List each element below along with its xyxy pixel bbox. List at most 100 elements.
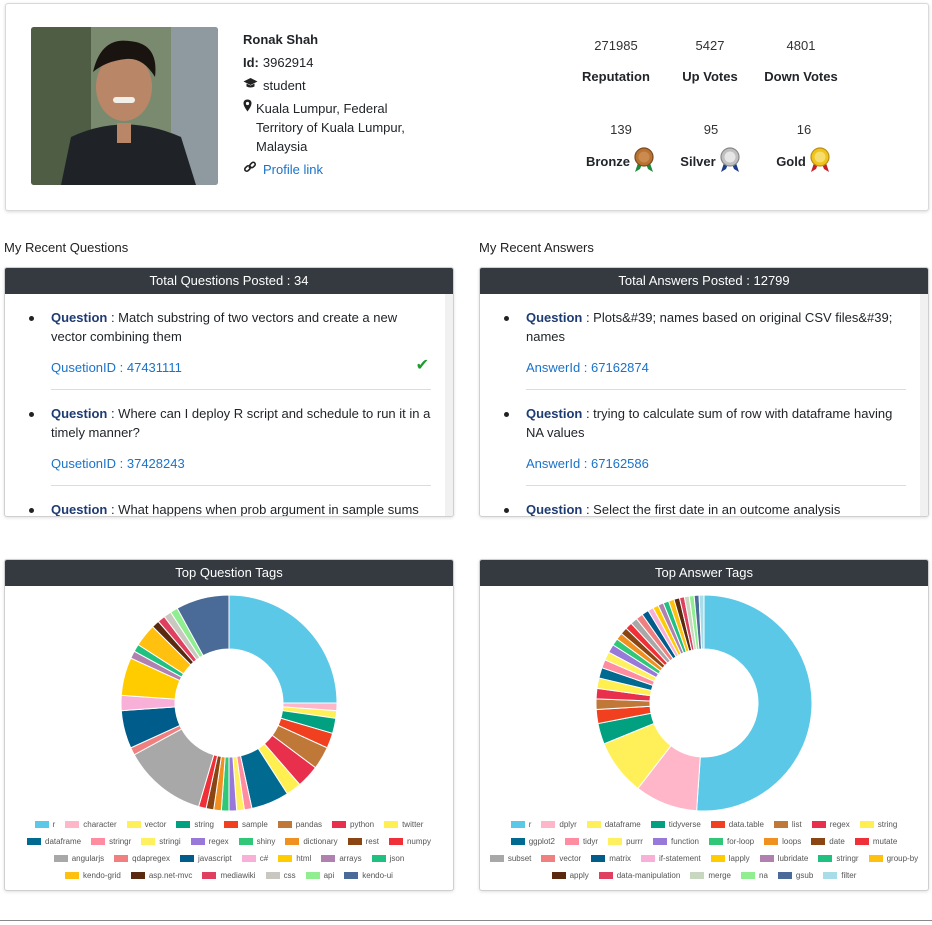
donut-slice-r[interactable] xyxy=(696,594,813,812)
legend-item[interactable]: lapply xyxy=(710,850,750,867)
legend-item[interactable]: shiny xyxy=(238,833,275,850)
legend-swatch xyxy=(65,821,80,829)
question-id-link[interactable]: QusetionID : 37428243 xyxy=(51,456,185,471)
badge-bronze: 139 Bronze xyxy=(571,122,671,176)
answer-id-link[interactable]: AnswerId : 67162586 xyxy=(526,456,649,471)
check-icon: ✔ xyxy=(415,357,429,374)
legend-item[interactable]: loops xyxy=(764,833,801,850)
legend-item[interactable]: asp.net-mvc xyxy=(130,867,192,884)
questions-list[interactable]: Question : Match substring of two vector… xyxy=(5,294,453,516)
legend-item[interactable]: stringr xyxy=(818,850,859,867)
legend-item[interactable]: purrr xyxy=(608,833,643,850)
legend-item[interactable]: data.table xyxy=(710,816,764,833)
legend-item[interactable]: function xyxy=(652,833,699,850)
question-label: Question xyxy=(51,310,108,325)
legend-item[interactable]: stringr xyxy=(91,833,131,850)
answers-list[interactable]: Question : Plots&#39; names based on ori… xyxy=(480,294,928,516)
question-id-link[interactable]: QusetionID : 47431111 xyxy=(51,360,182,375)
legend-item[interactable]: twitter xyxy=(384,816,423,833)
profile-id-value: 3962914 xyxy=(262,55,314,70)
legend-item[interactable]: apply xyxy=(551,867,589,884)
legend-item[interactable]: arrays xyxy=(321,850,362,867)
legend-item[interactable]: dplyr xyxy=(541,816,577,833)
legend-item[interactable]: qdapregex xyxy=(114,850,170,867)
legend-item[interactable]: list xyxy=(773,816,802,833)
legend-item[interactable]: string xyxy=(176,816,214,833)
legend-item[interactable]: html xyxy=(278,850,311,867)
legend-item[interactable]: dataframe xyxy=(27,833,81,850)
profile-link-row[interactable]: Profile link xyxy=(243,160,423,180)
legend-item[interactable]: json xyxy=(371,850,404,867)
legend-item[interactable]: na xyxy=(741,867,768,884)
legend-swatch xyxy=(384,821,399,829)
legend-item[interactable]: sample xyxy=(223,816,268,833)
legend-item[interactable]: string xyxy=(859,816,897,833)
legend-item[interactable]: numpy xyxy=(388,833,431,850)
legend-swatch xyxy=(347,838,362,846)
legend-item[interactable]: kendo-grid xyxy=(65,867,121,884)
legend-item[interactable]: for-loop xyxy=(709,833,754,850)
legend-swatch xyxy=(741,872,756,880)
legend-item[interactable]: vector xyxy=(541,850,581,867)
legend-item[interactable]: lubridate xyxy=(759,850,809,867)
recent-questions-title: My Recent Questions xyxy=(4,240,129,255)
legend-item[interactable]: python xyxy=(332,816,374,833)
legend-item[interactable]: r xyxy=(510,816,531,833)
legend-item[interactable]: date xyxy=(811,833,845,850)
legend-label: javascript xyxy=(197,854,232,863)
legend-item[interactable]: merge xyxy=(690,867,731,884)
answer-id-link[interactable]: AnswerId : 67162874 xyxy=(526,360,649,375)
stat-reputation-label: Reputation xyxy=(582,69,650,84)
legend-item[interactable]: regex xyxy=(811,816,850,833)
legend-item[interactable]: ggplot2 xyxy=(510,833,555,850)
legend-label: dataframe xyxy=(45,837,82,846)
stat-downvotes-label: Down Votes xyxy=(764,69,838,84)
legend-item[interactable]: if-statement xyxy=(640,850,701,867)
legend-item[interactable]: dictionary xyxy=(285,833,338,850)
legend-item[interactable]: api xyxy=(305,867,334,884)
legend-item[interactable]: group-by xyxy=(868,850,918,867)
legend-swatch xyxy=(541,821,556,829)
legend-item[interactable]: pandas xyxy=(277,816,322,833)
profile-location: Kuala Lumpur, Federal Territory of Kuala… xyxy=(256,101,405,154)
legend-item[interactable]: c# xyxy=(241,850,268,867)
legend-item[interactable]: tidyr xyxy=(564,833,598,850)
legend-swatch xyxy=(598,872,613,880)
legend-item[interactable]: stringi xyxy=(141,833,181,850)
legend-item[interactable]: regex xyxy=(190,833,229,850)
donut-slice-kendo-ui[interactable] xyxy=(176,594,230,657)
legend-item[interactable]: tidyverse xyxy=(650,816,701,833)
profile-link[interactable]: Profile link xyxy=(263,162,323,177)
legend-item[interactable]: kendo-ui xyxy=(344,867,393,884)
legend-swatch xyxy=(652,838,667,846)
donut-slice-filter[interactable] xyxy=(698,594,705,650)
legend-item[interactable]: r xyxy=(34,816,55,833)
legend-item[interactable]: mediawiki xyxy=(202,867,256,884)
legend-label: regex xyxy=(829,820,850,829)
legend-row: r dplyr dataframe tidyverse data.table list re… xyxy=(480,816,928,833)
legend-swatch xyxy=(608,838,623,846)
legend-item[interactable]: filter xyxy=(823,867,856,884)
legend-item[interactable]: character xyxy=(65,816,117,833)
legend-swatch xyxy=(223,821,238,829)
legend-item[interactable]: dataframe xyxy=(586,816,641,833)
donut-slice-r[interactable] xyxy=(228,594,338,704)
legend-item[interactable]: vector xyxy=(126,816,166,833)
legend-item[interactable]: css xyxy=(265,867,296,884)
answers-scrollbar[interactable] xyxy=(920,294,928,516)
legend-item[interactable]: javascript xyxy=(179,850,232,867)
legend-swatch xyxy=(868,855,883,863)
legend-item[interactable]: angularjs xyxy=(53,850,104,867)
legend-label: merge xyxy=(708,871,732,880)
legend-item[interactable]: matrix xyxy=(591,850,631,867)
legend-item[interactable]: subset xyxy=(489,850,531,867)
legend-label: lubridate xyxy=(777,854,809,863)
legend-item[interactable]: data-manipulation xyxy=(598,867,680,884)
questions-scrollbar[interactable] xyxy=(445,294,453,516)
legend-item[interactable]: mutate xyxy=(854,833,897,850)
legend-item[interactable]: rest xyxy=(347,833,379,850)
map-marker-icon xyxy=(243,99,252,118)
answer-question-label: Question xyxy=(526,502,583,516)
legend-item[interactable]: gsub xyxy=(777,867,813,884)
legend-swatch xyxy=(202,872,217,880)
